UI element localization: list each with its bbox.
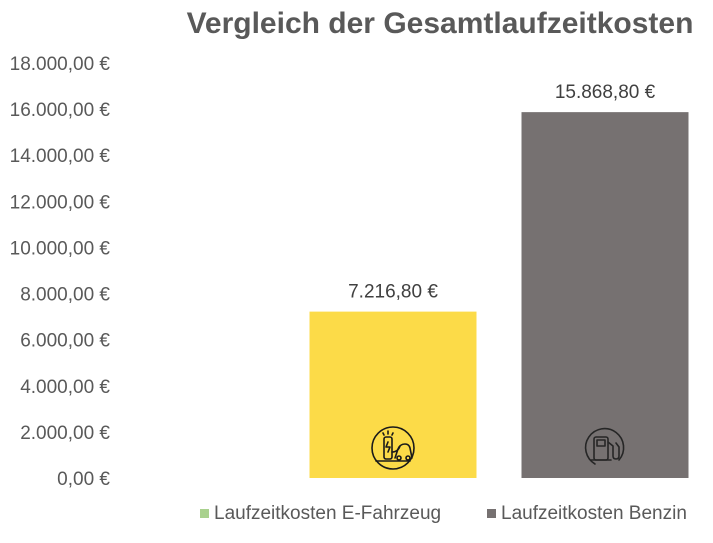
- legend-swatch: [200, 509, 209, 518]
- legend-item-e-fahrzeug: Laufzeitkosten E-Fahrzeug: [200, 503, 441, 524]
- legend-swatch: [487, 509, 496, 518]
- y-tick-label: 18.000,00 €: [10, 54, 111, 75]
- y-tick-label: 10.000,00 €: [10, 238, 111, 259]
- y-tick-label: 8.000,00 €: [20, 285, 110, 306]
- y-tick-label: 2.000,00 €: [20, 423, 110, 444]
- y-tick-label: 6.000,00 €: [20, 331, 110, 352]
- fuel-pump-icon: [584, 427, 625, 465]
- y-tick-label: 4.000,00 €: [20, 377, 110, 398]
- legend-label: Laufzeitkosten E-Fahrzeug: [214, 503, 441, 524]
- legend-item-benzin: Laufzeitkosten Benzin: [487, 503, 687, 524]
- legend: Laufzeitkosten E-Fahrzeug Laufzeitkosten …: [200, 503, 687, 524]
- ev-charger-car-icon: [371, 426, 415, 470]
- bar-icons-group: [371, 426, 625, 470]
- y-tick-label: 12.000,00 €: [10, 192, 111, 213]
- y-tick-label: 16.000,00 €: [10, 100, 111, 121]
- legend-label: Laufzeitkosten Benzin: [501, 503, 687, 524]
- data-label: 15.868,80 €: [555, 82, 656, 103]
- y-tick-label: 0,00 €: [57, 469, 110, 490]
- chart-title: Vergleich der Gesamtlaufzeitkosten: [187, 7, 694, 40]
- bar-e-fahrzeug: [309, 311, 477, 478]
- data-labels-group: 7.216,80 € 15.868,80 €: [348, 82, 656, 302]
- y-axis: 0,00 € 2.000,00 € 4.000,00 € 6.000,00 € 8.00…: [10, 54, 111, 490]
- data-label: 7.216,80 €: [348, 282, 438, 303]
- bars-group: [309, 112, 689, 479]
- bar-benzin: [521, 112, 689, 479]
- y-tick-label: 14.000,00 €: [10, 146, 111, 167]
